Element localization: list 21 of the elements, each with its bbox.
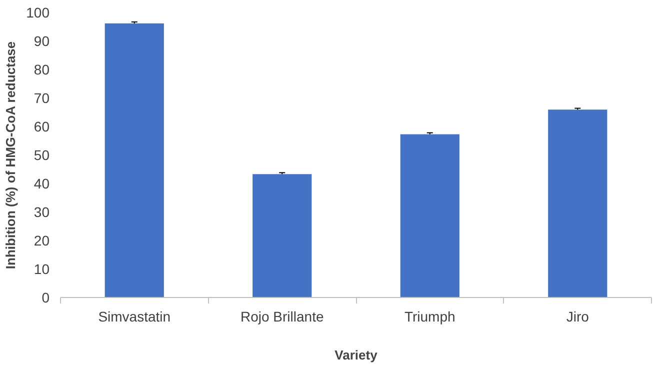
x-axis-title: Variety	[334, 348, 378, 362]
bar	[104, 23, 164, 298]
bar	[252, 174, 312, 298]
x-tick-label: Simvastatin	[98, 308, 171, 324]
y-tick-label: 40	[34, 176, 50, 192]
x-tick-label: Rojo Brillante	[240, 308, 324, 324]
y-tick-label: 80	[34, 62, 50, 78]
bar	[400, 134, 460, 298]
y-tick-label: 0	[42, 290, 50, 306]
bar	[548, 110, 608, 298]
x-tick-label: Jiro	[566, 308, 590, 324]
y-tick-label: 50	[34, 147, 50, 163]
y-tick-label: 10	[34, 261, 50, 277]
y-tick-label: 30	[34, 204, 50, 220]
y-axis-title: Inhibition (%) of HMG-CoA reductase	[3, 41, 18, 270]
y-tick-label: 100	[26, 4, 50, 20]
y-tick-label: 90	[34, 33, 50, 49]
y-tick-label: 60	[34, 118, 50, 134]
y-tick-label: 70	[34, 90, 50, 106]
x-tick-label: Triumph	[404, 308, 456, 324]
y-tick-label: 20	[34, 232, 50, 248]
